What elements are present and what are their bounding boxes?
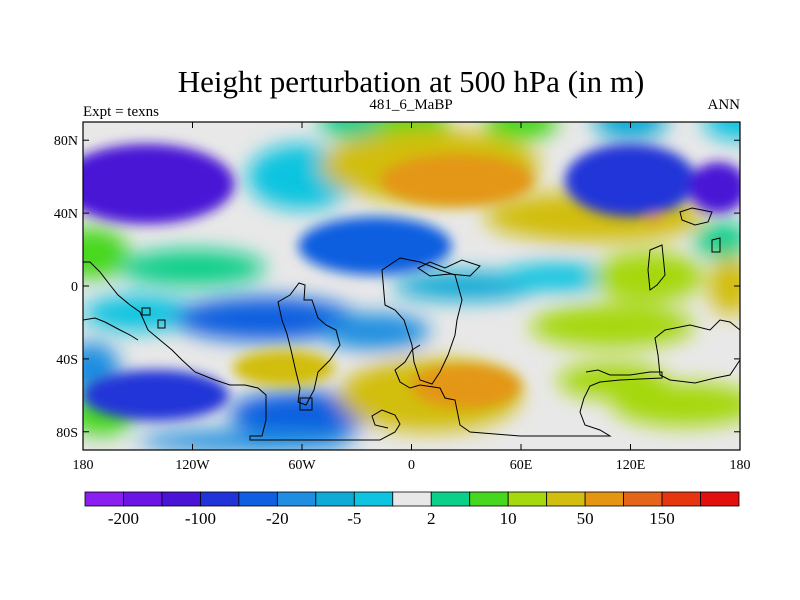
field-cell-32 [612, 382, 740, 427]
coastline-south-america [277, 282, 341, 406]
colorbar-swatch-3 [200, 491, 240, 507]
coastline-asia-east [647, 244, 666, 291]
x-tick-label-3: 0 [408, 458, 415, 473]
field-cell-6 [83, 143, 235, 225]
field-cell-19 [502, 262, 613, 292]
x-axis: 180 120W 60W 0 60E 120E 180 [73, 122, 751, 473]
subtitle-center: 481_6_MaBP [369, 97, 452, 113]
field-cell-10 [564, 143, 697, 217]
coastline-north-america-west [83, 261, 401, 441]
field-cell-21 [708, 256, 740, 316]
colorbar-swatch-13 [584, 491, 624, 507]
coastline-antarctic-east [394, 344, 663, 437]
colorbar-swatch-7 [353, 491, 394, 507]
colorbar-label-2: -20 [266, 509, 289, 528]
colorbar-swatch-16 [700, 491, 740, 507]
coastline-eurasia [417, 259, 481, 277]
x-tick-label-4: 60E [510, 458, 533, 473]
field-cell-0 [83, 122, 120, 141]
colorbar-swatch-8 [392, 491, 432, 507]
x-tick-label-1: 120W [175, 458, 210, 473]
colorbar-label-1: -100 [185, 509, 216, 528]
colorbar-swatch-2 [161, 491, 201, 507]
coastline-japan [679, 207, 713, 226]
subtitle-left: Expt = texns [83, 104, 159, 120]
colorbar-swatch-5 [276, 491, 317, 507]
colorbar-swatch-9 [430, 491, 471, 507]
subtitle-right: ANN [708, 97, 741, 113]
colorbar-label-5: 10 [500, 509, 517, 528]
coastline-australia [654, 319, 740, 384]
coastline-island-b [157, 319, 166, 329]
field-cell-5 [703, 122, 740, 141]
colorbar-label-3: -5 [347, 509, 361, 528]
colorbar-label-6: 50 [577, 509, 594, 528]
field-cell-23 [174, 296, 357, 341]
field-cell-35 [137, 429, 357, 450]
colorbar-swatch-6 [315, 491, 355, 507]
coastline-island-a [141, 307, 151, 316]
colorbar-swatch-4 [238, 491, 278, 507]
x-tick-label-2: 60W [288, 458, 316, 473]
field-cell-29 [411, 364, 521, 409]
colorbar-swatch-11 [507, 491, 548, 507]
field-cell-11 [688, 162, 740, 214]
colorbar-swatch-15 [661, 491, 701, 507]
y-tick-label-3: 40S [56, 353, 78, 368]
field-cell-12 [298, 216, 452, 276]
map-panel [83, 122, 740, 450]
colorbar-swatch-12 [546, 491, 586, 507]
field-cell-15 [694, 222, 740, 259]
field-cell-4 [594, 122, 667, 141]
field-cell-3 [484, 122, 558, 141]
colorbar-label-0: -200 [108, 509, 139, 528]
coastline-west-coast [83, 317, 139, 341]
colorbar-swatch-0 [84, 491, 124, 507]
colorbar-label-7: 150 [649, 509, 675, 528]
y-axis: 80N 40N 0 40S 80S [54, 134, 740, 441]
colorbar-swatch-10 [469, 491, 509, 507]
x-tick-label-0: 180 [73, 458, 94, 473]
y-tick-label-1: 40N [54, 207, 78, 222]
field-cell-17 [119, 249, 266, 286]
colorbar: -200 -100 -20 -5 2 10 50 150 [84, 491, 740, 528]
field-cell-25 [530, 304, 695, 348]
field-cell-24 [320, 313, 430, 350]
colorbar-swatch-1 [123, 491, 163, 507]
field-cell-26 [83, 369, 229, 421]
field-cell-9 [380, 154, 534, 206]
coastline-outline [83, 207, 740, 441]
field-cell-16 [83, 227, 129, 279]
colorbar-label-4: 2 [427, 509, 436, 528]
field-cell-18 [393, 271, 540, 301]
coastline-antarctic-peninsula [299, 397, 313, 411]
field-cell-14 [646, 214, 662, 223]
x-tick-label-5: 120E [616, 458, 646, 473]
y-tick-label-4: 80S [56, 426, 78, 441]
x-tick-label-6: 180 [730, 458, 751, 473]
y-tick-label-2: 0 [71, 280, 78, 295]
coastline-africa [381, 257, 463, 385]
coastline-maritime [711, 237, 721, 253]
field-cell-22 [83, 295, 193, 332]
colorbar-swatch-14 [623, 491, 663, 507]
y-tick-label-0: 80N [54, 134, 78, 149]
chart-title: Height perturbation at 500 hPa (in m) [178, 64, 645, 99]
field-cell-27 [232, 349, 335, 387]
